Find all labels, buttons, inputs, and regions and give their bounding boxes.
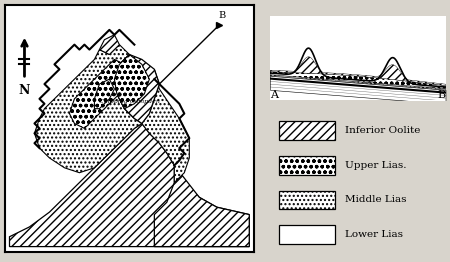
Text: B: B bbox=[218, 11, 225, 20]
Text: Inferior Oolite: Inferior Oolite bbox=[346, 126, 421, 135]
Polygon shape bbox=[69, 59, 130, 128]
Polygon shape bbox=[114, 54, 149, 109]
Polygon shape bbox=[99, 35, 119, 54]
Text: Upper Lias.: Upper Lias. bbox=[346, 161, 407, 170]
Text: Chipping Campden: Chipping Campden bbox=[99, 99, 160, 104]
Bar bbox=[279, 121, 335, 140]
Text: N: N bbox=[19, 84, 30, 97]
Text: Lower Lias: Lower Lias bbox=[346, 230, 404, 239]
Bar bbox=[279, 190, 335, 209]
Polygon shape bbox=[9, 123, 249, 247]
Polygon shape bbox=[142, 69, 189, 183]
Polygon shape bbox=[154, 165, 249, 247]
Polygon shape bbox=[94, 79, 114, 109]
Bar bbox=[279, 225, 335, 244]
Text: A: A bbox=[270, 90, 278, 100]
Text: B: B bbox=[437, 90, 446, 100]
Bar bbox=[279, 156, 335, 175]
Polygon shape bbox=[35, 45, 142, 173]
Polygon shape bbox=[114, 54, 159, 123]
Text: Middle Lias: Middle Lias bbox=[346, 195, 407, 204]
